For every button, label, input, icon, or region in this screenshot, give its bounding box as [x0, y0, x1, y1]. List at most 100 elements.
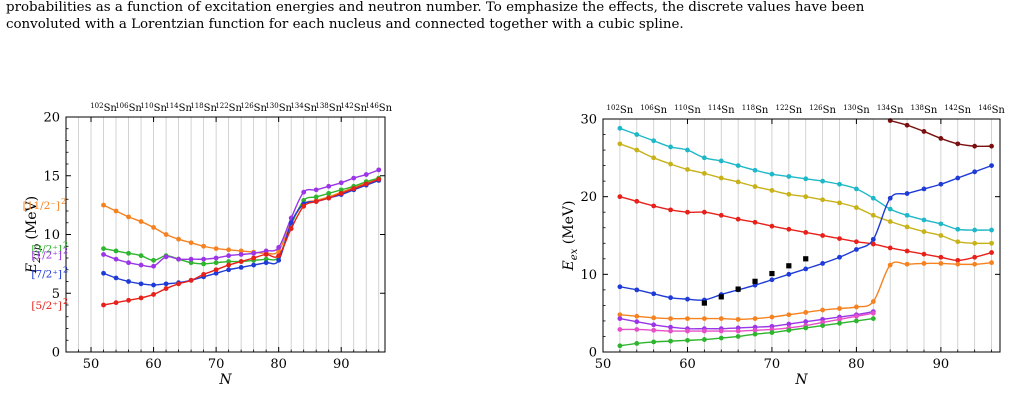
plot-frame: [602, 118, 1001, 353]
data-point: [288, 226, 294, 232]
x-tick-label: 60: [145, 357, 162, 372]
data-point: [313, 199, 319, 205]
data-point: [251, 250, 257, 256]
x-tick-label: 70: [764, 357, 781, 372]
data-point: [837, 181, 842, 187]
data-point: [176, 236, 181, 242]
data-point: [786, 271, 792, 277]
data-point: [870, 299, 876, 304]
data-point: [718, 335, 724, 341]
data-point: [634, 319, 640, 325]
data-point: [854, 205, 859, 210]
data-point: [163, 286, 169, 291]
data-point: [921, 186, 927, 192]
y-tick-label: 30: [580, 113, 597, 128]
data-point: [837, 254, 842, 260]
data-point: [718, 328, 724, 334]
data-point: [113, 256, 119, 262]
data-point: [921, 229, 927, 235]
data-point: [238, 265, 244, 270]
data-point: [701, 328, 707, 334]
data-point: [685, 337, 690, 343]
data-point: [263, 248, 269, 254]
data-point: [113, 300, 119, 306]
data-point: [326, 190, 332, 196]
data-point: [188, 256, 194, 262]
data-point: [752, 327, 758, 333]
y-tick-label: 20: [580, 190, 597, 205]
data-point: [921, 251, 927, 257]
data-point: [263, 260, 269, 266]
data-point: [701, 337, 707, 342]
data-point: [786, 312, 792, 318]
isotope-label: 102Sn: [607, 104, 634, 116]
data-point: [138, 281, 144, 287]
data-point: [126, 250, 131, 256]
data-point: [326, 195, 332, 201]
data-point: [955, 175, 961, 181]
data-point: [870, 310, 876, 316]
x-tick-label: 90: [333, 357, 350, 372]
data-point: [972, 240, 978, 246]
data-point: [101, 252, 106, 257]
isotope-label: 114Sn: [165, 102, 192, 114]
marker-point: [786, 263, 792, 269]
data-point: [972, 261, 978, 267]
isotope-label: 130Sn: [265, 102, 292, 114]
data-point: [769, 330, 775, 335]
data-point: [938, 254, 944, 260]
data-point: [226, 262, 232, 268]
data-point: [213, 260, 219, 266]
data-point: [718, 316, 724, 322]
data-point: [786, 321, 792, 327]
data-point: [820, 323, 826, 328]
data-point: [735, 334, 741, 339]
data-point: [887, 245, 893, 251]
data-point: [769, 171, 775, 177]
isotope-label: 146Sn: [978, 104, 1005, 116]
data-point: [176, 281, 181, 287]
series-label: [3/2⁺]: [31, 244, 62, 256]
data-point: [651, 339, 657, 345]
data-point: [163, 281, 169, 287]
data-point: [634, 313, 640, 319]
data-point: [617, 194, 623, 200]
data-point: [701, 170, 707, 176]
data-point: [313, 187, 319, 193]
data-point: [921, 261, 927, 266]
data-point: [803, 229, 809, 235]
x-tick-label: 80: [848, 357, 865, 372]
data-point: [634, 198, 640, 204]
x-tick-label: 50: [595, 357, 612, 372]
data-point: [113, 208, 119, 214]
marker-point: [803, 256, 809, 262]
chart-panel-1: 50 60 70 80 90 0 5 10 15 20 102Sn106Sn110Sn114Sn11…: [23, 102, 393, 388]
data-point: [837, 306, 842, 311]
data-point: [938, 261, 944, 266]
data-point: [238, 248, 244, 254]
data-point: [376, 176, 382, 182]
data-point: [326, 183, 332, 189]
figure-caption: probabilities as a function of excitatio…: [6, 0, 1022, 33]
data-point: [904, 248, 910, 254]
isotope-label: 138Sn: [315, 102, 342, 114]
data-point: [276, 257, 282, 263]
data-point: [735, 216, 741, 222]
data-point: [887, 195, 893, 201]
data-point: [363, 172, 369, 177]
marker-point: [752, 278, 758, 284]
data-point: [668, 207, 673, 213]
data-point: [163, 232, 169, 237]
data-point: [701, 155, 707, 161]
data-point: [188, 260, 194, 266]
data-point: [955, 239, 961, 245]
data-point: [685, 209, 690, 215]
series-line: [619, 310, 874, 330]
data-point: [617, 284, 623, 290]
data-point: [651, 138, 657, 144]
data-point: [617, 312, 623, 318]
data-point: [887, 262, 893, 268]
data-point: [301, 203, 307, 209]
data-point: [126, 297, 131, 303]
data-point: [820, 233, 826, 238]
